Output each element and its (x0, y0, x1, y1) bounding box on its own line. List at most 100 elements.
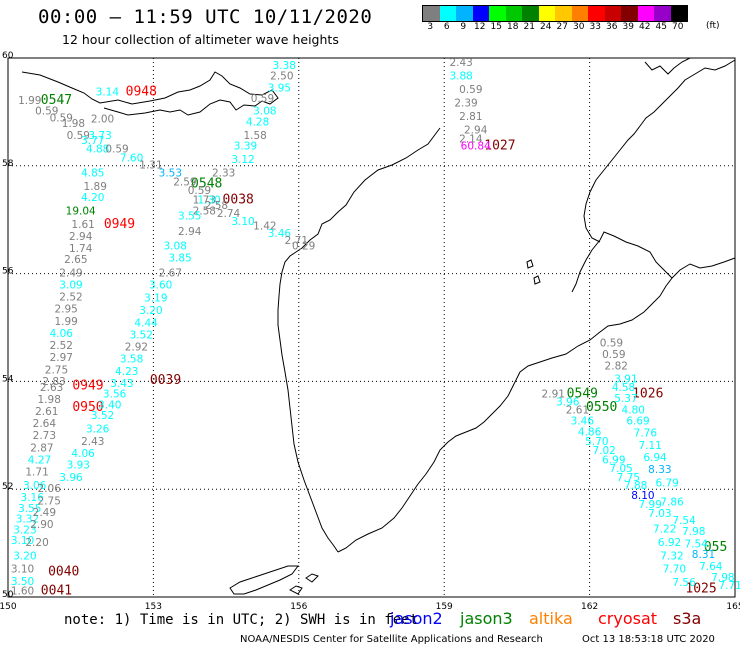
color-swatch (423, 6, 440, 21)
lat-lon-grid (7, 57, 736, 598)
swh-value: 3.39 (234, 141, 257, 153)
color-scale-labels: 3 6 9 12 15 18 21 24 27 30 33 36 39 42 45 70 (422, 22, 686, 32)
lat-tick-label: 54 (2, 374, 14, 384)
lon-tick-label: 156 (290, 602, 307, 612)
swh-value: 1.98 (62, 118, 85, 130)
swh-values: 3.382.503.950.593.084.281.583.393.122.33… (11, 57, 740, 597)
pass-time-label: 0039 (150, 373, 181, 388)
swh-value: 3.08 (164, 240, 187, 252)
swh-value: 1.99 (54, 316, 77, 328)
swh-value: 2.49 (33, 507, 56, 519)
pass-time-label: 0949 (72, 378, 103, 393)
swh-value: 2.95 (54, 303, 77, 315)
swh-value: 2.61 (566, 405, 589, 417)
swh-value: 2.82 (605, 361, 628, 373)
swh-value: 6.94 (643, 452, 667, 464)
swh-value: 2.06 (38, 483, 62, 495)
swh-value: 2.43 (81, 436, 104, 448)
lon-tick-label: 153 (145, 602, 162, 612)
pass-time-label: 0040 (48, 564, 79, 579)
swh-value: 0.59 (459, 84, 482, 96)
swh-value: 3.95 (268, 82, 291, 94)
swh-value: 3.91 (614, 373, 637, 385)
swh-value: 3.43 (110, 378, 133, 390)
color-swatch (588, 6, 605, 21)
coastline (21, 57, 736, 595)
color-scale-label: 70 (672, 22, 684, 32)
color-swatch (505, 6, 522, 21)
swh-value: 2.58 (205, 200, 228, 212)
lat-tick-label: 58 (2, 159, 14, 169)
swh-value: 6.79 (655, 478, 678, 490)
swh-value: 3.10 (231, 216, 254, 228)
coastline-east-gulf (583, 59, 736, 243)
swh-value: 3.20 (139, 305, 162, 317)
swh-value: 5.37 (614, 393, 637, 405)
swh-value: 2.83 (42, 376, 65, 388)
pass-time-label: 0949 (104, 217, 135, 232)
coastline-kamchatka-east (337, 231, 673, 553)
swh-value: 0.29 (292, 240, 315, 252)
islet-1 (526, 259, 534, 269)
swh-value: 2.61 (35, 406, 58, 418)
kuril-island-3 (305, 573, 319, 583)
swh-value: 3.60 (149, 280, 172, 292)
swh-value: 2.52 (59, 292, 82, 304)
satellite-jason2: jason2 (390, 609, 443, 628)
swh-value: 4.58 (612, 382, 635, 394)
color-scale-label: 24 (540, 22, 552, 32)
swh-value: 2.39 (454, 98, 477, 110)
swh-value: 8.10 (631, 490, 654, 502)
color-swatch (439, 6, 456, 21)
color-scale-label: 15 (490, 22, 502, 32)
color-scale-label: 42 (639, 22, 651, 32)
swh-value: 0.59 (188, 185, 211, 197)
swh-value: 7.54 (685, 538, 709, 550)
swh-value: 1.73 (193, 195, 216, 207)
axis-ticks: 150 153 156 159 162 165 60 58 56 54 52 50 (0, 51, 740, 612)
swh-value: 4.86 (578, 426, 602, 438)
swh-value: 2.33 (212, 168, 235, 180)
swh-value: 2.97 (50, 352, 73, 364)
pass-time-label: 0550 (586, 400, 617, 415)
lat-tick-label: 56 (2, 267, 14, 277)
swh-value: 2.49 (59, 267, 82, 279)
pass-time-label: 1026 (632, 387, 663, 402)
swh-value: 3.73 (88, 130, 111, 142)
lon-tick-label: 162 (581, 602, 598, 612)
swh-value: 3.26 (86, 424, 110, 436)
color-scale-label: 6 (443, 22, 450, 32)
swh-value: 0.59 (251, 93, 274, 105)
coastline-kamchatka-west (277, 127, 441, 553)
swh-value: 3.52 (91, 410, 114, 422)
swh-value: 2.75 (45, 364, 68, 376)
swh-value: 3.55 (178, 211, 201, 223)
swh-value: 4.85 (81, 168, 104, 180)
swh-value: 3.50 (11, 576, 34, 588)
swh-value: 3.85 (168, 253, 191, 265)
swh-value: 7.99 (638, 499, 661, 511)
swh-value: 3.06 (23, 480, 47, 492)
swh-value: 3.14 (96, 87, 120, 99)
swh-value: 2.43 (449, 57, 472, 69)
swh-value: 0.59 (602, 349, 625, 361)
swh-value: 1.42 (253, 220, 276, 232)
swh-value: 3.19 (144, 293, 167, 305)
swh-value: 3.88 (449, 71, 472, 83)
color-swatch (522, 6, 539, 21)
color-swatch (637, 6, 654, 21)
swh-value: 3.23 (13, 524, 36, 536)
swh-value: 3.09 (59, 280, 82, 292)
kuril-island-2 (289, 585, 303, 595)
color-scale-label: 39 (622, 22, 634, 32)
swh-value: 7.32 (660, 550, 683, 562)
swh-value: 2.90 (30, 519, 53, 531)
swh-value: 7.98 (682, 526, 705, 538)
swh-value: 3.46 (268, 228, 292, 240)
kuril-island-1 (229, 565, 299, 595)
color-swatch (621, 6, 638, 21)
pass-time-label: 0038 (223, 193, 254, 208)
swh-value: 7.76 (634, 427, 658, 439)
swh-value: 3.53 (159, 168, 182, 180)
